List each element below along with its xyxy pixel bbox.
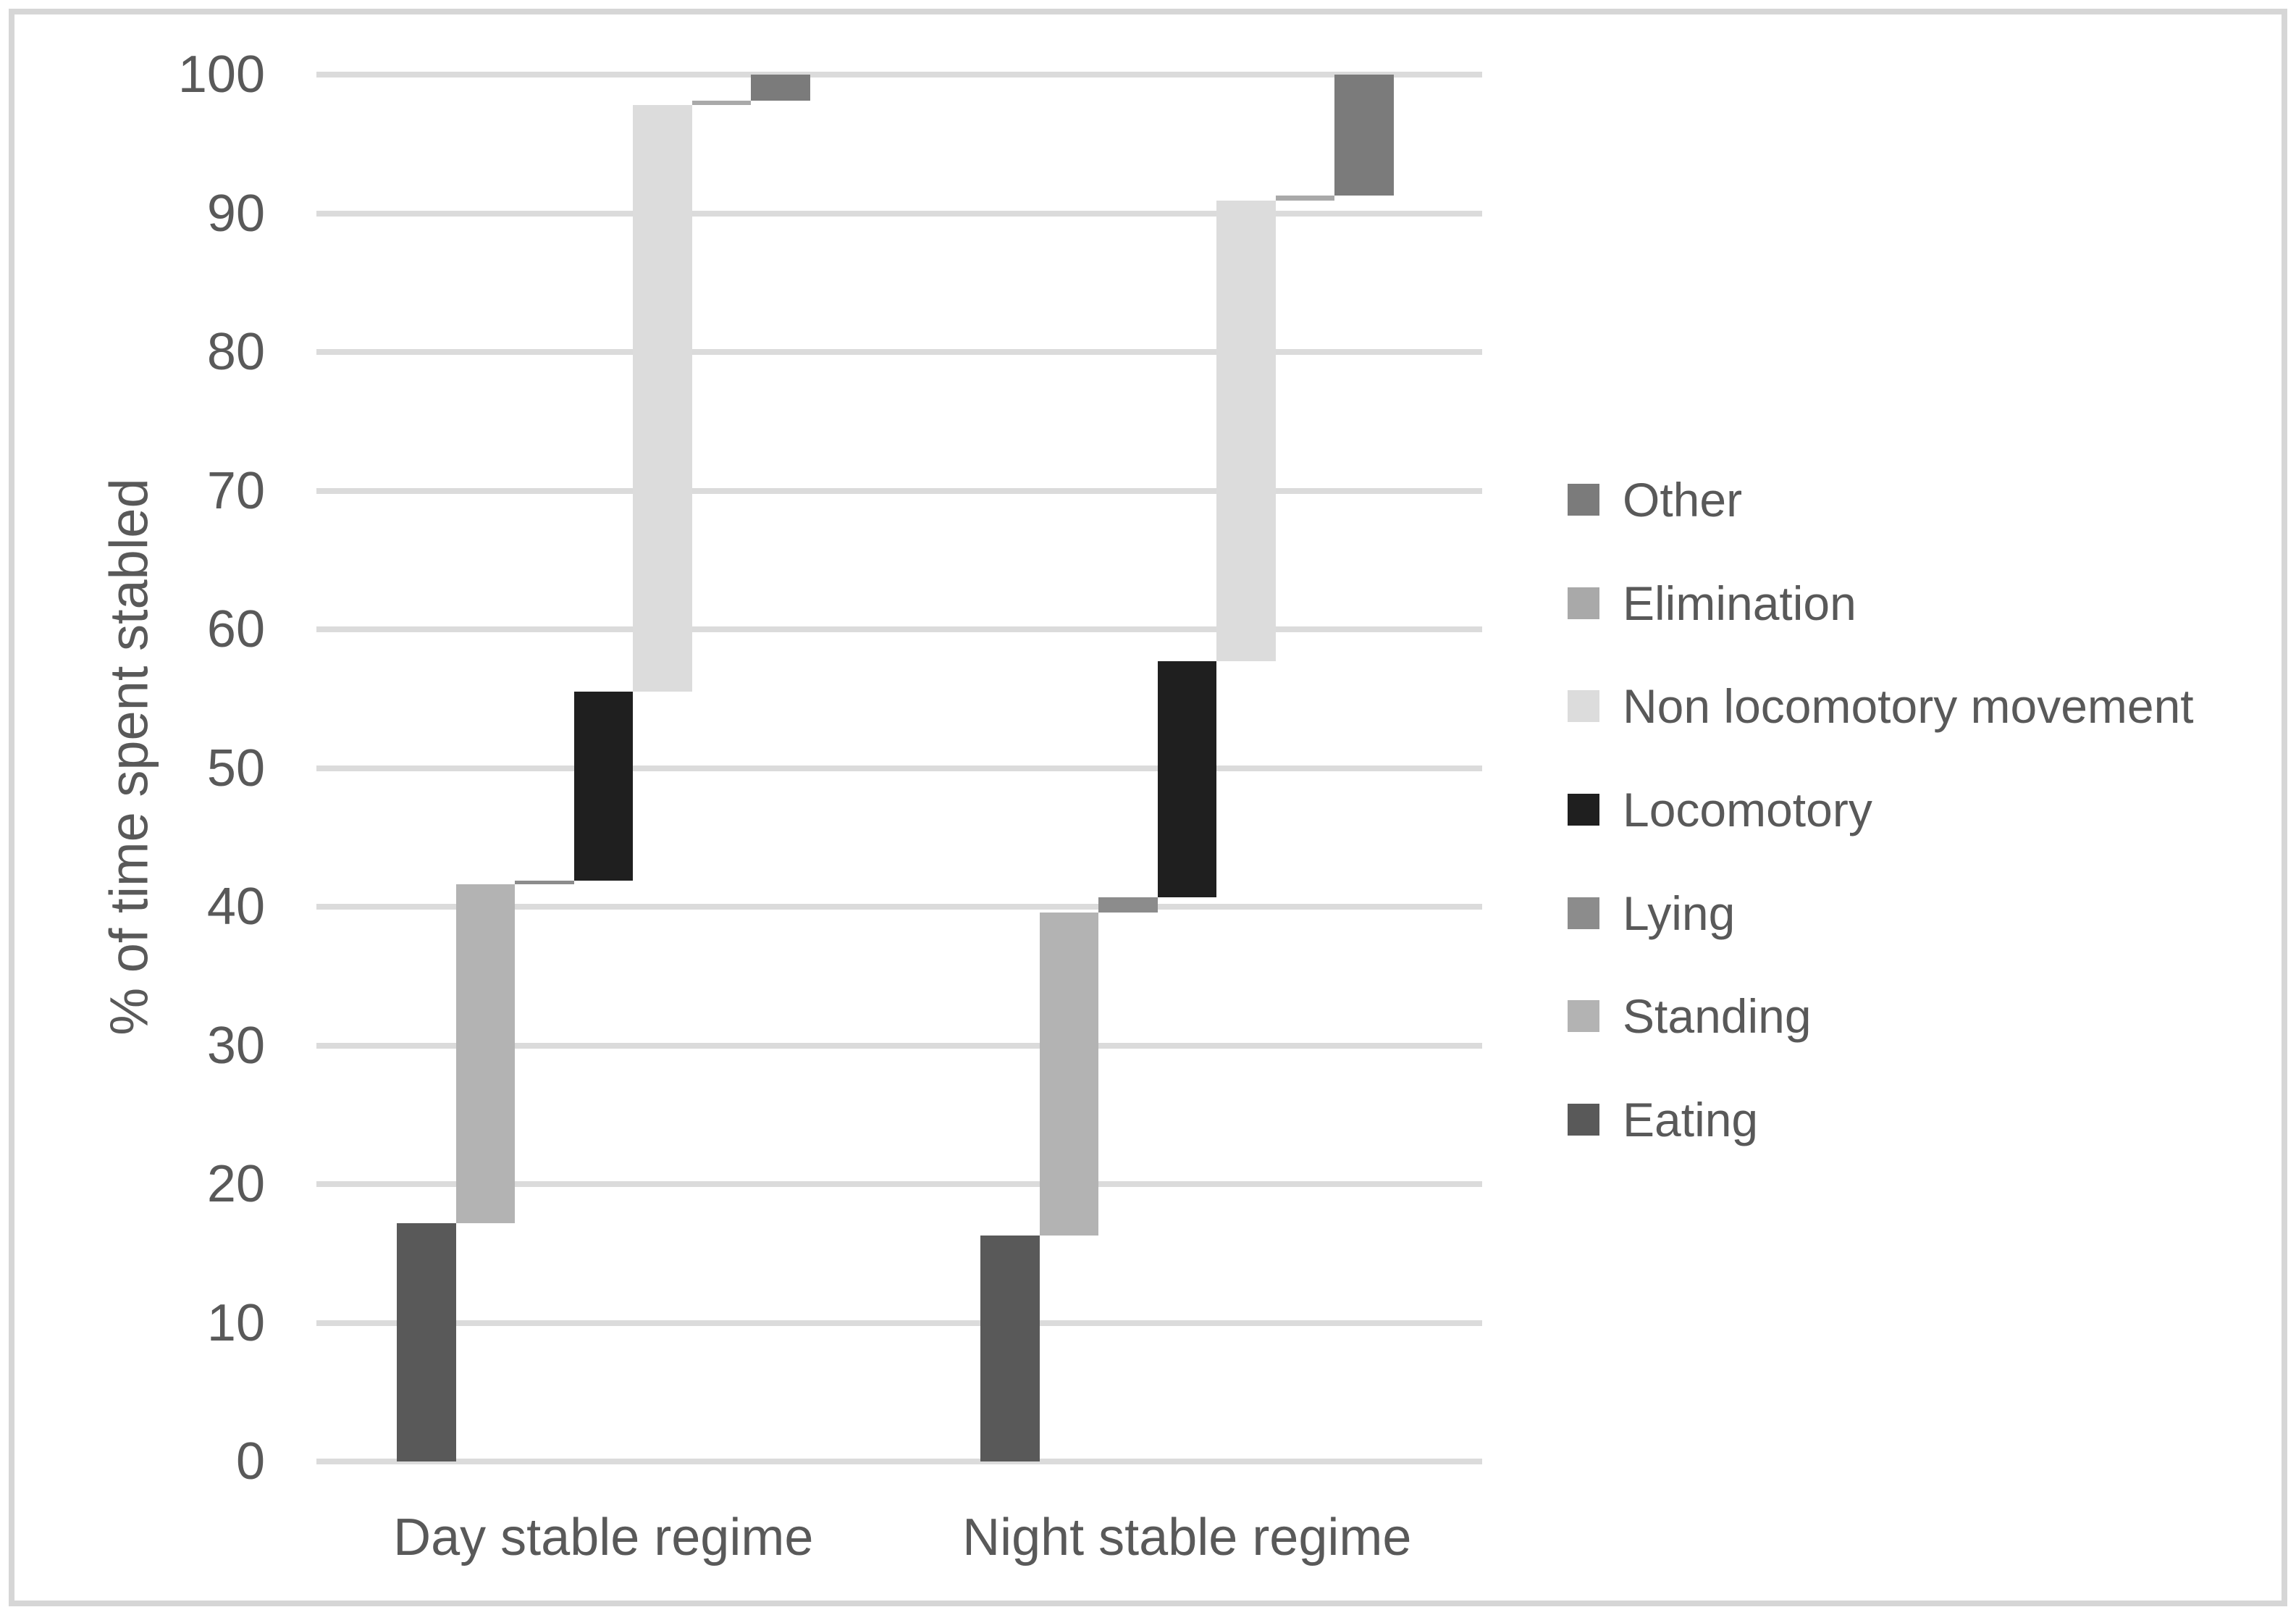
y-tick-label-50: 50 — [206, 739, 265, 797]
y-tick-label-60: 60 — [206, 600, 265, 658]
y-tick-label-80: 80 — [206, 323, 265, 381]
legend-label: Lying — [1623, 886, 1736, 940]
legend-label: Other — [1623, 473, 1743, 527]
bar-segment-day-stable-regime-elimination — [691, 101, 751, 106]
y-tick-label-40: 40 — [206, 878, 265, 936]
bar-segment-night-stable-regime-non-locomotory-movement — [1216, 201, 1276, 662]
y-tick-label-20: 20 — [206, 1155, 265, 1213]
gridline-50 — [316, 765, 1482, 771]
legend-item-lying: Lying — [1568, 881, 1735, 946]
bar-segment-night-stable-regime-other — [1334, 75, 1394, 196]
bar-segment-night-stable-regime-elimination — [1275, 195, 1334, 201]
y-tick-label-70: 70 — [206, 461, 265, 520]
y-tick-label-0: 0 — [235, 1432, 265, 1490]
legend-label: Locomotory — [1623, 783, 1872, 836]
legend-swatch-icon — [1568, 897, 1599, 929]
chart-outer-border — [9, 9, 2287, 1606]
gridline-60 — [316, 626, 1482, 632]
legend-item-non-locomotory-movement: Non locomotory movement — [1568, 674, 2194, 739]
legend-item-eating: Eating — [1568, 1087, 1758, 1152]
gridline-70 — [316, 487, 1482, 494]
legend-swatch-icon — [1568, 1104, 1599, 1136]
bar-segment-day-stable-regime-other — [751, 75, 810, 101]
bar-segment-night-stable-regime-standing — [1039, 912, 1098, 1236]
bar-segment-day-stable-regime-standing — [455, 884, 515, 1223]
bar-segment-night-stable-regime-eating — [980, 1235, 1040, 1461]
gridline-20 — [316, 1181, 1482, 1187]
gridline-80 — [316, 349, 1482, 355]
x-category-label-night: Night stable regime — [962, 1509, 1412, 1566]
legend-label: Non locomotory movement — [1623, 679, 2194, 733]
bar-segment-day-stable-regime-locomotory — [573, 692, 633, 881]
gridline-10 — [316, 1320, 1482, 1326]
gridline-40 — [316, 904, 1482, 910]
gridline-0 — [316, 1459, 1482, 1464]
gridline-90 — [316, 210, 1482, 217]
legend-swatch-icon — [1568, 484, 1599, 516]
bar-segment-day-stable-regime-non-locomotory-movement — [633, 105, 692, 692]
legend-item-other: Other — [1568, 467, 1742, 532]
bar-segment-day-stable-regime-lying — [515, 880, 574, 885]
y-tick-label-90: 90 — [206, 184, 265, 243]
legend-label: Elimination — [1623, 576, 1856, 630]
legend-item-elimination: Elimination — [1568, 571, 1856, 636]
legend-item-standing: Standing — [1568, 983, 1812, 1049]
bar-segment-day-stable-regime-eating — [397, 1222, 456, 1461]
legend-swatch-icon — [1568, 690, 1599, 722]
y-tick-label-100: 100 — [177, 46, 265, 104]
bar-segment-night-stable-regime-lying — [1098, 897, 1158, 913]
y-tick-label-30: 30 — [206, 1016, 265, 1075]
legend-swatch-icon — [1568, 794, 1599, 826]
legend-label: Standing — [1623, 989, 1812, 1043]
gridline-100 — [316, 72, 1482, 77]
bar-segment-night-stable-regime-locomotory — [1157, 661, 1216, 897]
gridline-30 — [316, 1042, 1482, 1049]
legend-item-locomotory: Locomotory — [1568, 777, 1872, 842]
y-tick-label-10: 10 — [206, 1293, 265, 1352]
legend-label: Eating — [1623, 1093, 1759, 1146]
legend-swatch-icon — [1568, 587, 1599, 619]
x-category-label-day: Day stable regime — [393, 1509, 814, 1566]
legend-swatch-icon — [1568, 1000, 1599, 1032]
